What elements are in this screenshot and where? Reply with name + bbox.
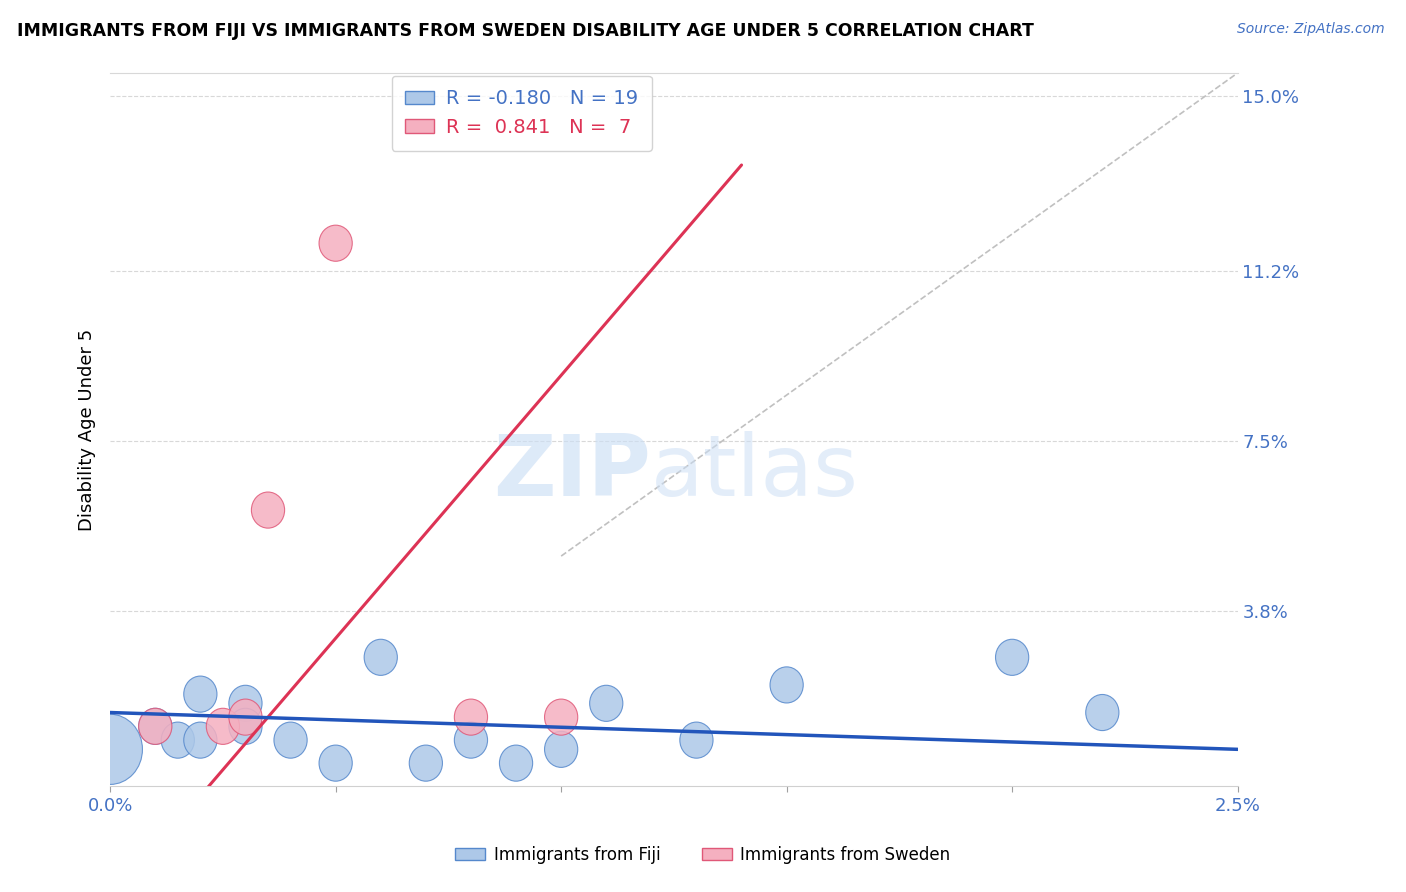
- Ellipse shape: [252, 492, 284, 528]
- Ellipse shape: [229, 708, 262, 745]
- Ellipse shape: [770, 667, 803, 703]
- Ellipse shape: [139, 708, 172, 745]
- Text: IMMIGRANTS FROM FIJI VS IMMIGRANTS FROM SWEDEN DISABILITY AGE UNDER 5 CORRELATIO: IMMIGRANTS FROM FIJI VS IMMIGRANTS FROM …: [17, 22, 1033, 40]
- Ellipse shape: [139, 708, 172, 745]
- Ellipse shape: [681, 723, 713, 758]
- Ellipse shape: [454, 699, 488, 735]
- Ellipse shape: [499, 745, 533, 781]
- Ellipse shape: [274, 723, 307, 758]
- Ellipse shape: [544, 699, 578, 735]
- Ellipse shape: [995, 640, 1029, 675]
- Text: atlas: atlas: [651, 431, 859, 514]
- Text: Source: ZipAtlas.com: Source: ZipAtlas.com: [1237, 22, 1385, 37]
- Ellipse shape: [544, 731, 578, 767]
- Ellipse shape: [589, 685, 623, 722]
- Ellipse shape: [184, 723, 217, 758]
- Ellipse shape: [229, 699, 262, 735]
- Legend: R = -0.180   N = 19, R =  0.841   N =  7: R = -0.180 N = 19, R = 0.841 N = 7: [392, 76, 652, 151]
- Ellipse shape: [319, 225, 353, 261]
- Ellipse shape: [162, 723, 194, 758]
- Ellipse shape: [77, 714, 142, 784]
- Ellipse shape: [454, 723, 488, 758]
- Text: ZIP: ZIP: [494, 431, 651, 514]
- Y-axis label: Disability Age Under 5: Disability Age Under 5: [79, 328, 96, 531]
- Ellipse shape: [364, 640, 398, 675]
- Ellipse shape: [319, 745, 353, 781]
- Ellipse shape: [184, 676, 217, 712]
- Ellipse shape: [207, 708, 239, 745]
- Ellipse shape: [229, 685, 262, 722]
- Ellipse shape: [1085, 695, 1119, 731]
- Ellipse shape: [409, 745, 443, 781]
- Legend: Immigrants from Fiji, Immigrants from Sweden: Immigrants from Fiji, Immigrants from Sw…: [449, 839, 957, 871]
